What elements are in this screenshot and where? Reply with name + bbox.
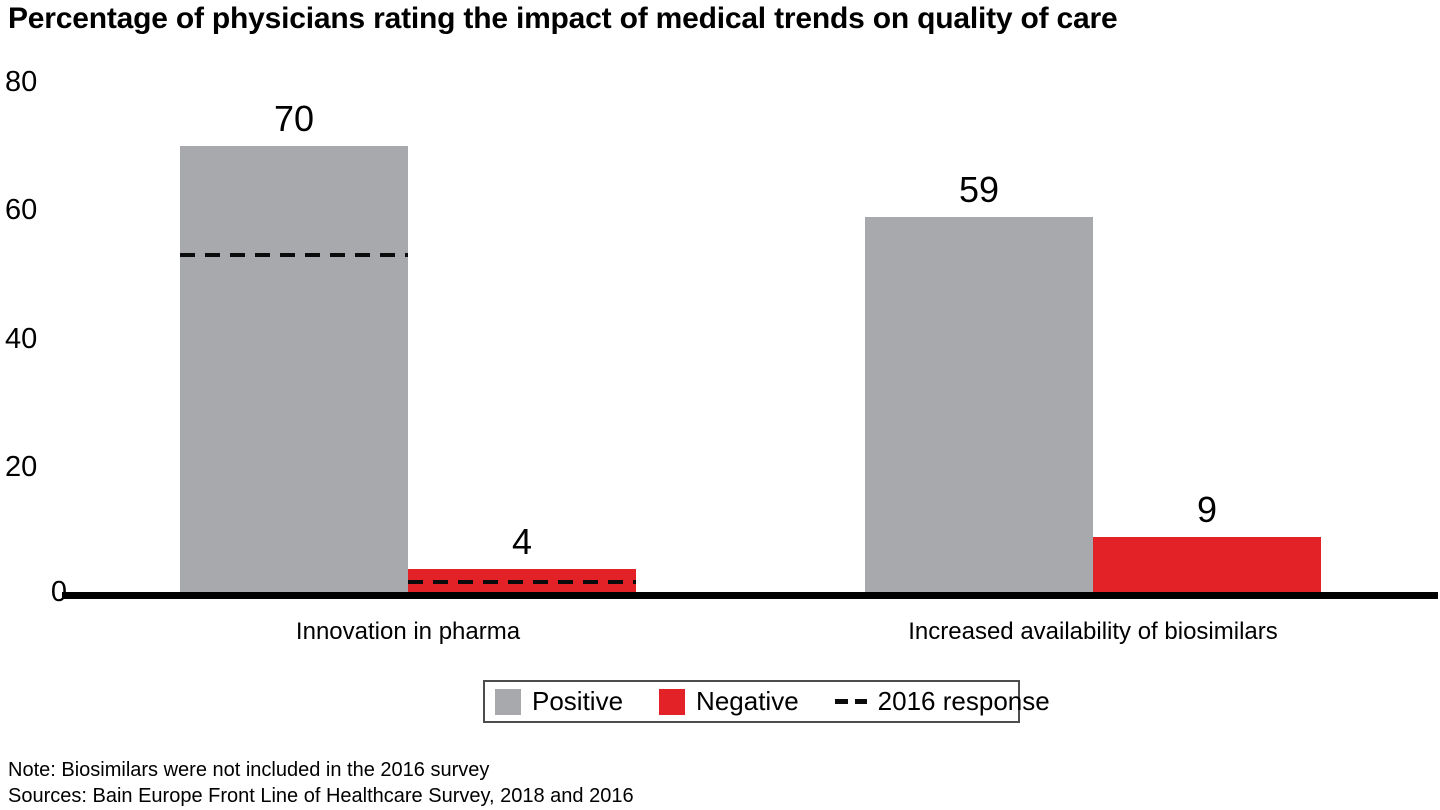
value-label-positive-2: 59 — [958, 169, 1000, 210]
sources: Sources: Bain Europe Front Line of Healt… — [8, 785, 634, 807]
footnote: Note: Biosimilars were not included in t… — [8, 759, 490, 781]
legend: Positive Negative 2016 response — [483, 680, 1050, 723]
y-axis-tick-40: 40 — [5, 323, 38, 355]
bar-negative-2 — [1093, 537, 1321, 595]
y-axis-tick-0: 0 — [50, 576, 67, 608]
y-axis-tick-20: 20 — [5, 451, 38, 483]
bar-positive-2 — [865, 217, 1093, 595]
legend-item-positive: Positive — [495, 686, 623, 717]
reference-line-positive-1 — [180, 253, 408, 257]
dashed-line-icon — [834, 699, 867, 704]
legend-swatch-negative — [659, 688, 686, 715]
legend-label-negative: Negative — [696, 686, 799, 716]
legend-label-positive: Positive — [532, 686, 624, 716]
legend-label-2016-response: 2016 response — [877, 686, 1050, 716]
reference-line-negative-1 — [408, 580, 636, 584]
x-axis-baseline — [62, 592, 1438, 599]
value-label-negative-1: 4 — [511, 521, 533, 562]
legend-item-2016-response: 2016 response — [834, 686, 1050, 717]
chart-title: Percentage of physicians rating the impa… — [8, 2, 1118, 35]
value-label-negative-2: 9 — [1196, 489, 1218, 530]
category-label-2: Increased availability of biosimilars — [908, 618, 1278, 645]
category-label-1: Innovation in pharma — [295, 618, 521, 645]
legend-swatch-positive — [495, 688, 521, 715]
y-axis-tick-60: 60 — [5, 194, 38, 226]
y-axis-tick-80: 80 — [5, 66, 38, 98]
legend-item-negative: Negative — [659, 686, 799, 717]
bar-positive-1 — [180, 146, 408, 595]
value-label-positive-1: 70 — [273, 98, 315, 139]
